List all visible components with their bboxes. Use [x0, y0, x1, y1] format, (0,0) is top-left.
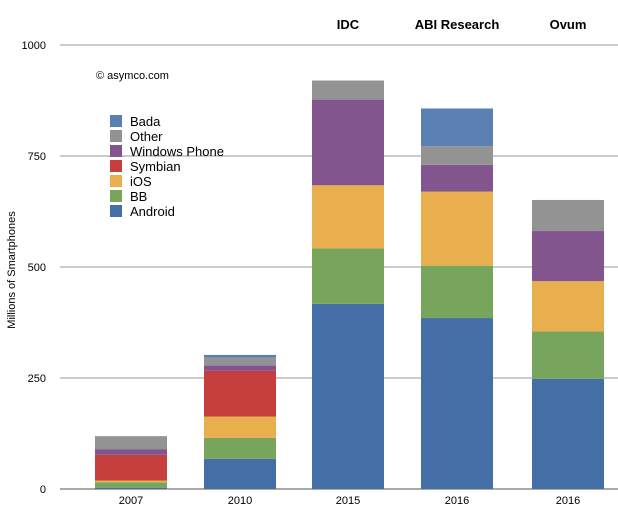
bar-segment-windows-phone [312, 99, 384, 186]
bar-segment-windows-phone [95, 449, 167, 455]
legend-entry: Android [130, 204, 175, 219]
legend-swatch [110, 205, 122, 217]
y-axis-label: Millions of Smartphones [6, 211, 18, 329]
bar-segment-other [95, 436, 167, 450]
legend-entry: iOS [130, 174, 152, 189]
bar-segment-bb [95, 482, 167, 488]
copyright-annotation: © asymco.com [96, 70, 169, 82]
legend-swatch [110, 115, 122, 127]
bar-segment-bb [532, 331, 604, 379]
x-category-label: 2016 [445, 495, 469, 507]
bar-segment-ios [532, 281, 604, 332]
bar-segment-android [421, 318, 493, 489]
bar-segment-bada [421, 108, 493, 147]
bar-segment-android [312, 303, 384, 489]
bar-segment-other [204, 357, 276, 366]
y-tick-label: 1000 [22, 40, 46, 52]
bar-segment-android [95, 487, 167, 489]
bar-segment-bb [312, 248, 384, 304]
legend-swatch [110, 190, 122, 202]
group-label: IDC [337, 17, 360, 32]
bar-segment-windows-phone [421, 164, 493, 192]
y-tick-label: 750 [28, 151, 46, 163]
x-category-label: 2016 [556, 495, 580, 507]
y-tick-label: 250 [28, 373, 46, 385]
bar-segment-other [532, 199, 604, 232]
bar-segment-ios [95, 480, 167, 483]
legend-entry: Bada [130, 114, 161, 129]
bar-segment-ios [204, 416, 276, 438]
bar-segment-other [312, 80, 384, 100]
bar-segment-other [421, 146, 493, 165]
bar-segment-bb [421, 265, 493, 319]
x-category-label: 2015 [336, 495, 360, 507]
y-tick-label: 500 [28, 262, 46, 274]
y-axis-ticks: 0 250 500 750 1000 [22, 40, 46, 496]
x-axis-categories: 2007 2010 2015 2016 2016 [119, 495, 580, 507]
legend-entry: Windows Phone [130, 144, 224, 159]
legend-entry: BB [130, 189, 147, 204]
bar-segment-symbian [95, 454, 167, 481]
bar-segment-android [532, 378, 604, 489]
legend-entry: Symbian [130, 159, 181, 174]
group-labels: IDC ABI Research Ovum [337, 17, 587, 32]
group-label: ABI Research [415, 17, 500, 32]
legend-entry: Other [130, 129, 163, 144]
group-label: Ovum [550, 17, 587, 32]
bar-segment-windows-phone [204, 365, 276, 371]
bar-segment-android [204, 458, 276, 489]
bar-segment-ios [312, 185, 384, 249]
legend-swatch [110, 145, 122, 157]
legend-swatch [110, 175, 122, 187]
x-category-label: 2007 [119, 495, 143, 507]
legend-swatch [110, 130, 122, 142]
legend-swatch [110, 160, 122, 172]
bar-segment-ios [421, 191, 493, 266]
y-tick-label: 0 [40, 484, 46, 496]
bar-segment-symbian [204, 370, 276, 417]
bar-segment-windows-phone [532, 231, 604, 282]
bar-segment-bb [204, 437, 276, 459]
x-category-label: 2010 [228, 495, 252, 507]
bar-segment-bada [204, 354, 276, 358]
bars [95, 80, 604, 489]
